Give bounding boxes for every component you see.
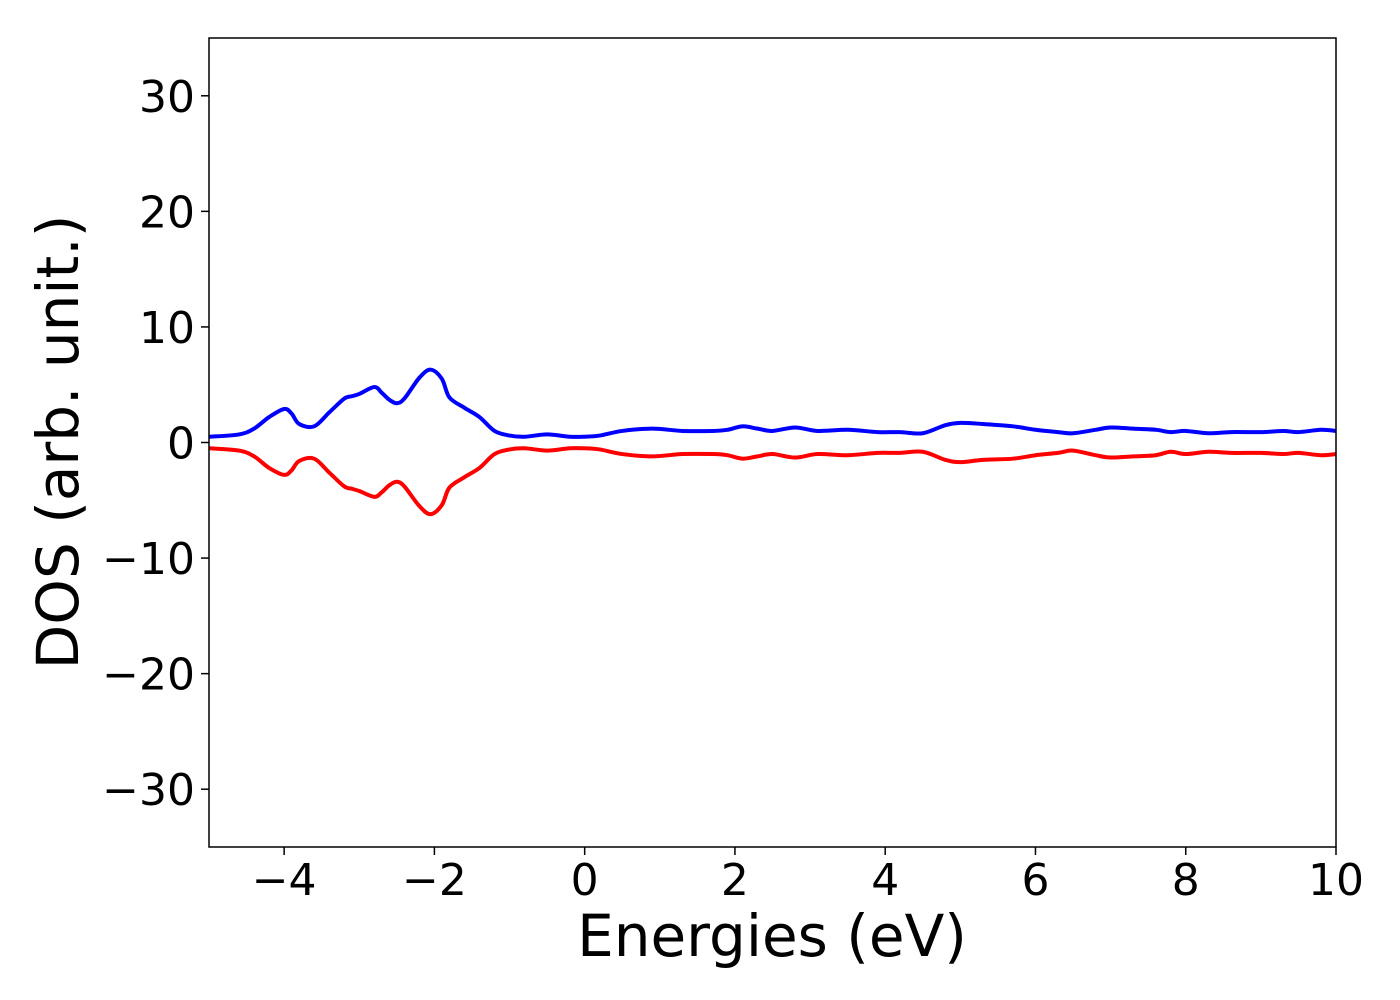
series-line-1 (208, 367, 1337, 439)
x-tick-label: −2 (402, 855, 467, 906)
y-tick-label: 0 (167, 419, 195, 470)
x-tick-label: 10 (1308, 855, 1364, 906)
y-tick-label: 30 (139, 72, 195, 123)
y-tick-label: 20 (139, 187, 195, 238)
y-tick-label: −20 (102, 650, 195, 701)
x-tick-label: 4 (871, 855, 899, 906)
x-tick-label: 0 (571, 855, 599, 906)
series-layer (208, 367, 1337, 517)
x-tick-label: 8 (1172, 855, 1200, 906)
x-tick-label: 6 (1021, 855, 1049, 906)
x-tick-label: 2 (721, 855, 749, 906)
y-tick-label: 10 (139, 303, 195, 354)
y-tick-label: −10 (102, 534, 195, 585)
plot-frame (208, 37, 1337, 848)
series-line-2 (208, 446, 1337, 517)
y-axis-label: DOS (arb. unit.) (24, 215, 92, 670)
x-axis-label: Energies (eV) (577, 902, 967, 970)
x-tick-label: −4 (252, 855, 317, 906)
y-tick-label: −30 (102, 765, 195, 816)
